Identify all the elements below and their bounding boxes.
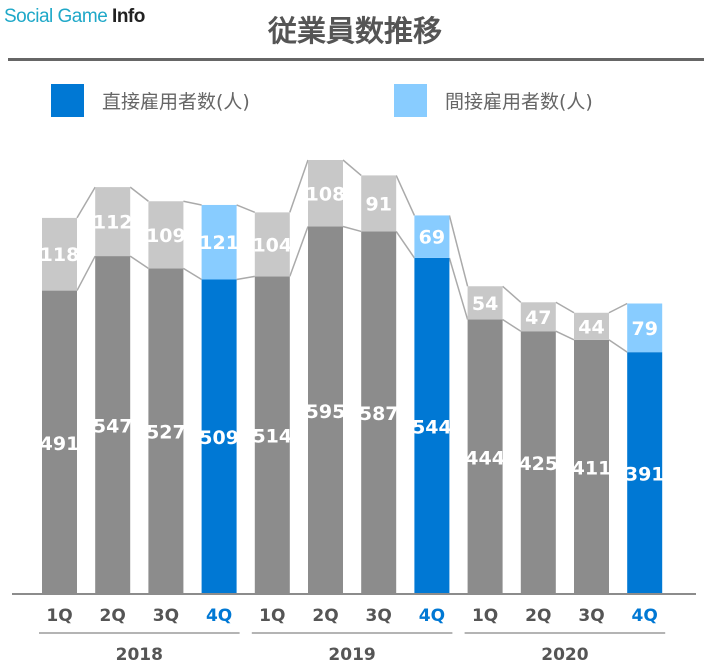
title-divider <box>8 58 704 61</box>
data-label-direct: 444 <box>465 447 505 469</box>
connector-line-total <box>183 200 202 206</box>
bar-direct <box>95 256 131 593</box>
data-label-indirect: 104 <box>252 234 292 256</box>
bar-indirect <box>254 212 290 277</box>
legend-swatch-direct <box>51 84 84 117</box>
bar-indirect <box>148 201 184 269</box>
x-tick-label: 2Q <box>100 606 126 626</box>
bar-indirect <box>201 204 237 280</box>
year-group-label: 2020 <box>541 645 588 665</box>
bar-direct <box>361 231 397 594</box>
data-label-indirect: 69 <box>419 227 445 249</box>
data-label-direct: 587 <box>359 403 399 425</box>
x-tick-label: 4Q <box>419 606 445 626</box>
connector-line-direct <box>129 255 149 270</box>
connector-line-total <box>608 302 628 314</box>
data-label-direct: 595 <box>306 401 346 423</box>
x-tick-label: 4Q <box>206 606 232 626</box>
bar-direct <box>414 257 450 593</box>
data-label-indirect: 47 <box>525 307 551 329</box>
connector-line-direct <box>608 339 628 353</box>
connector-line-total <box>502 285 522 303</box>
connector-line-total <box>76 186 96 219</box>
connector-line-total <box>289 159 309 213</box>
bar-indirect <box>627 303 663 353</box>
connector-line-direct <box>448 257 469 320</box>
data-label-direct: 509 <box>199 427 239 449</box>
x-tick-label: 1Q <box>472 606 498 626</box>
bar-direct <box>42 290 77 593</box>
data-label-direct: 527 <box>146 422 186 444</box>
watermark-prefix: Social Game <box>4 6 113 27</box>
x-tick-label: 1Q <box>259 606 285 626</box>
connector-line-total <box>555 301 575 314</box>
connector-line-total <box>395 175 416 216</box>
bar-indirect <box>414 215 450 258</box>
connector-line-direct <box>555 330 575 341</box>
bar-indirect <box>467 286 503 320</box>
year-group-label: 2019 <box>328 645 375 665</box>
x-tick-label: 2Q <box>312 606 338 626</box>
data-label-indirect: 54 <box>472 293 498 315</box>
data-label-indirect: 91 <box>365 193 391 215</box>
bar-direct <box>254 276 290 593</box>
data-label-direct: 514 <box>252 426 292 448</box>
legend-label-indirect: 間接雇用者数(人) <box>445 91 593 113</box>
data-label-indirect: 109 <box>146 225 186 247</box>
chart-title: 従業員数推移 <box>267 14 442 48</box>
legend-item-direct: 直接雇用者数(人) <box>51 84 250 117</box>
bar-indirect <box>95 187 131 257</box>
connector-line-direct <box>76 255 96 291</box>
connector-line-direct <box>236 275 255 281</box>
data-label-direct: 544 <box>412 416 452 438</box>
data-label-indirect: 112 <box>93 212 133 234</box>
watermark-suffix: Info <box>112 6 145 27</box>
x-tick-label: 3Q <box>366 606 392 626</box>
x-tick-label: 4Q <box>632 606 658 626</box>
legend-swatch-indirect <box>394 84 427 117</box>
data-label-indirect: 108 <box>306 183 346 205</box>
data-label-indirect: 79 <box>631 318 657 340</box>
x-tick-label: 3Q <box>578 606 604 626</box>
data-label-indirect: 118 <box>40 244 80 266</box>
connector-line-direct <box>183 267 202 281</box>
watermark-logo: Social Game Info <box>4 6 145 28</box>
connector-line-total <box>236 204 256 214</box>
year-group-label: 2018 <box>116 645 163 665</box>
data-label-indirect: 44 <box>578 316 604 338</box>
bar-direct <box>148 268 184 593</box>
data-label-direct: 411 <box>572 457 612 479</box>
bar-direct <box>520 331 556 593</box>
connector-line-total <box>342 159 362 176</box>
data-label-direct: 547 <box>93 416 133 438</box>
connector-line-direct <box>342 225 362 233</box>
bar-direct <box>308 226 343 593</box>
data-label-direct: 425 <box>518 453 558 475</box>
x-tick-label: 1Q <box>46 606 72 626</box>
bar-direct <box>467 319 503 593</box>
legend-label-direct: 直接雇用者数(人) <box>102 91 250 113</box>
connector-line-direct <box>289 226 309 277</box>
connector-line-total <box>129 186 149 202</box>
connector-line-direct <box>502 318 522 332</box>
data-label-direct: 391 <box>625 464 665 486</box>
bar-direct <box>574 339 609 593</box>
x-tick-label: 3Q <box>153 606 179 626</box>
legend-item-indirect: 間接雇用者数(人) <box>394 84 593 117</box>
x-tick-label: 2Q <box>525 606 551 626</box>
connector-line-total <box>448 215 469 287</box>
bar-direct <box>627 352 663 593</box>
data-label-indirect: 121 <box>199 232 239 254</box>
bar-indirect <box>574 312 609 340</box>
data-label-direct: 491 <box>40 433 80 455</box>
bar-direct <box>201 279 237 593</box>
bar-indirect <box>361 175 397 232</box>
bar-indirect <box>308 160 343 227</box>
connector-line-direct <box>395 231 416 259</box>
bar-indirect <box>520 302 556 332</box>
bar-indirect <box>42 217 77 291</box>
